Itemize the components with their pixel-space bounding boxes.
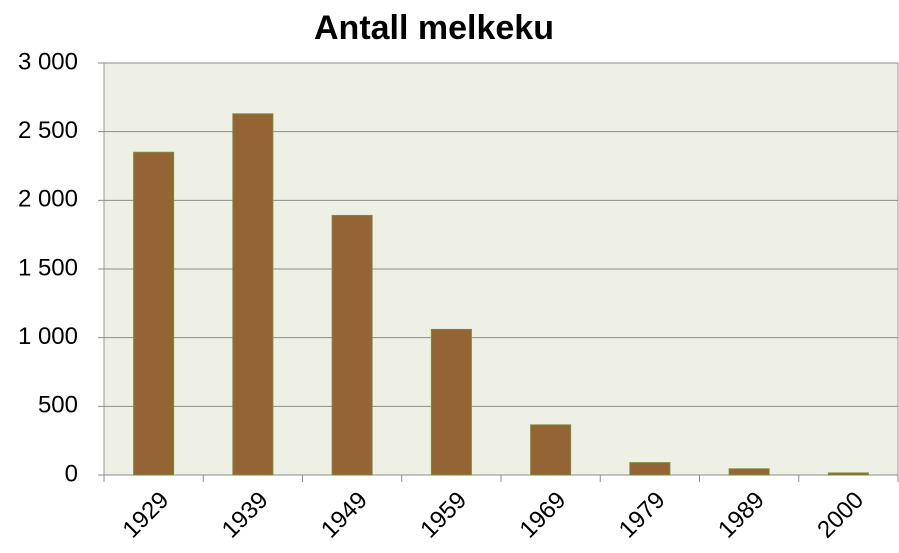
chart-title: Antall melkeku [314,9,554,47]
y-tick-label: 2 000 [18,186,78,213]
x-tick-label: 1939 [217,487,274,544]
x-tick-label: 1979 [614,487,671,544]
x-tick-label: 1969 [515,487,572,544]
bar [232,113,274,476]
y-tick-label: 2 500 [18,117,78,144]
bar [827,472,869,476]
x-tick-label: 1929 [118,487,175,544]
bar [430,328,472,476]
x-tick-label: 1989 [713,487,770,544]
y-tick-label: 0 [65,460,78,487]
bar [133,151,175,476]
x-tick-label: 1949 [316,487,373,544]
bar [331,214,373,476]
x-tick-label: 1959 [415,487,472,544]
y-tick-label: 3 000 [18,48,78,75]
bar [530,424,572,476]
y-tick-label: 1 500 [18,254,78,281]
y-tick-label: 1 000 [18,323,78,350]
bar [629,462,671,476]
x-tick-label: 2000 [812,487,869,544]
y-tick-label: 500 [38,392,78,419]
bar [728,468,770,476]
